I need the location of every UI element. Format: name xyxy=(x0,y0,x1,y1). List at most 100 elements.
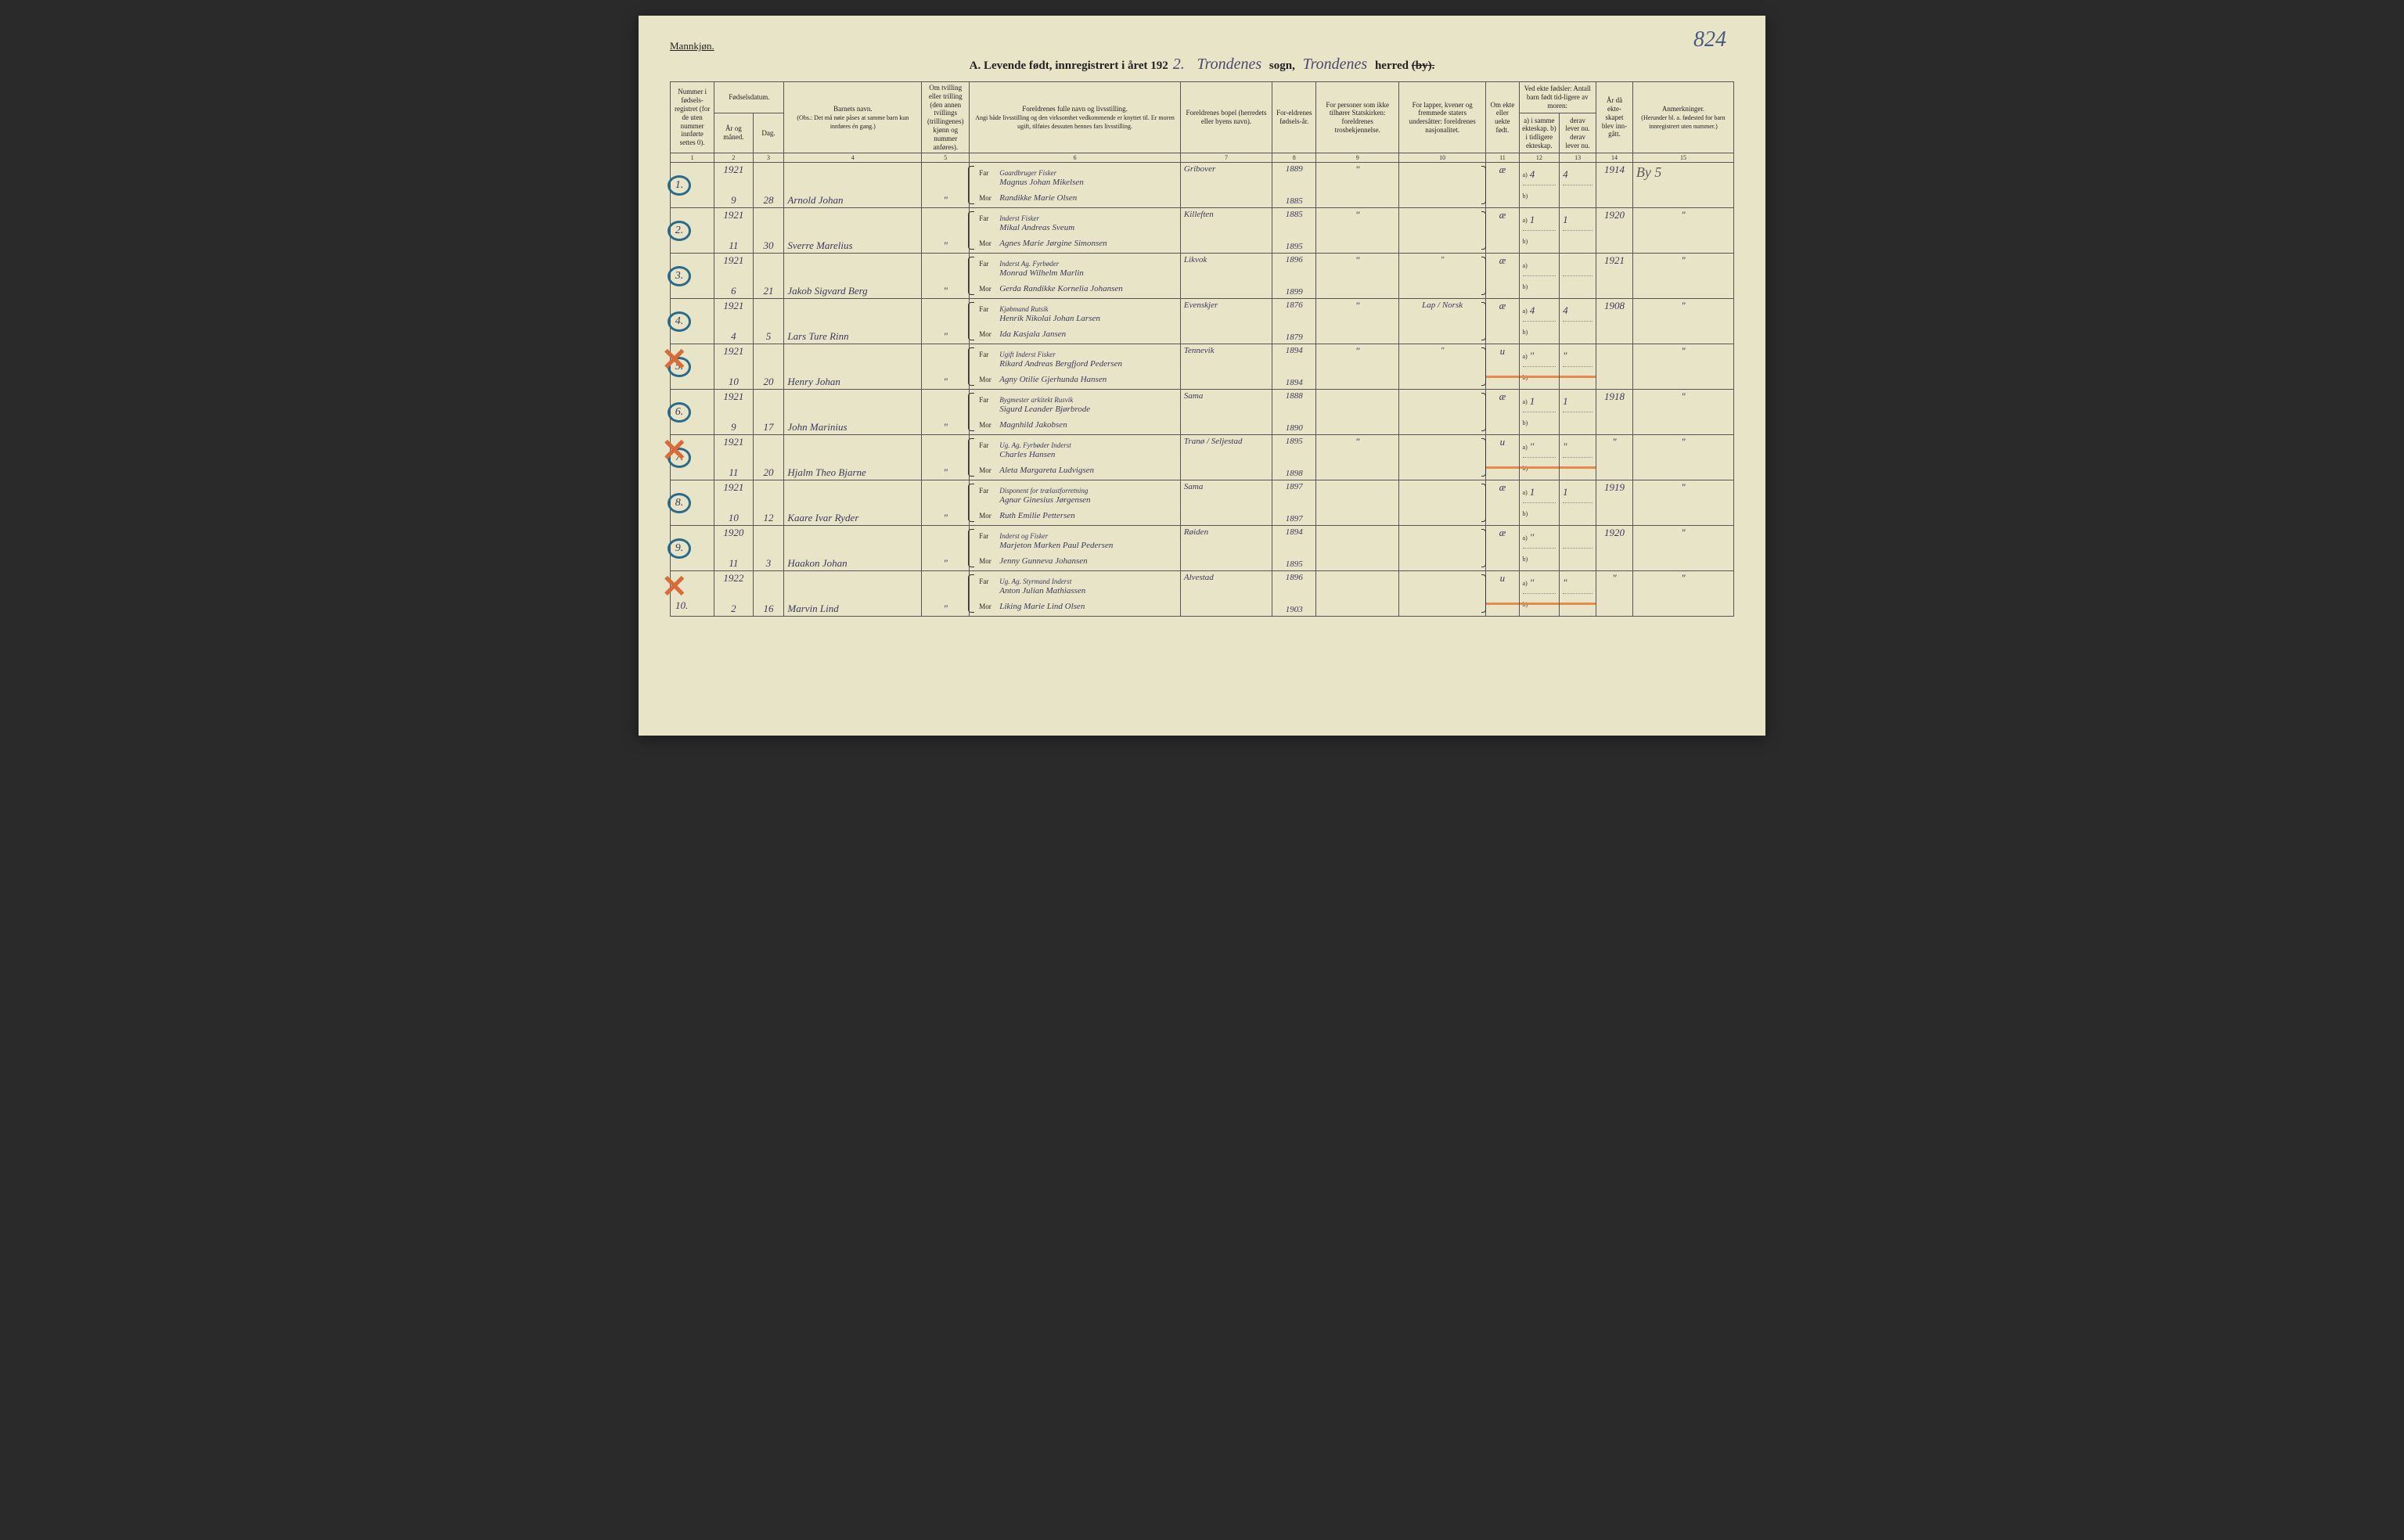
father-year: 1896 xyxy=(1286,573,1303,582)
cell-child-name: Marvin Lind xyxy=(784,571,922,617)
father-year: 1889 xyxy=(1286,164,1303,174)
brace-close-icon xyxy=(1481,484,1486,522)
cell-day: 17 xyxy=(753,390,784,435)
column-number: 1 xyxy=(671,153,714,163)
column-number: 9 xyxy=(1316,153,1399,163)
father-text: Inderst Ag. FyrbøderMonrad Wilhelm Marli… xyxy=(999,259,1084,278)
cell-prior-children-count: a)4 b) xyxy=(1519,299,1560,344)
cell-child-name: Hjalm Theo Bjarne xyxy=(784,435,922,480)
a-value: 4 xyxy=(1530,169,1535,180)
far-label: Far xyxy=(979,306,996,314)
cell-remarks: " xyxy=(1632,208,1733,254)
col-header-4-sub: (Obs.: Det må nøie påses at samme barn k… xyxy=(797,114,909,130)
cell-nationality xyxy=(1398,163,1485,208)
table-body: 1.1921928Arnold Johan" Far Gaardbruger F… xyxy=(671,163,1734,617)
a-value: " xyxy=(1530,351,1534,362)
cell-marriage-year: " xyxy=(1596,571,1633,617)
cell-prior-children-living: 4 xyxy=(1560,163,1596,208)
father-text: Bygmester arkitekt RusvikSigurd Leander … xyxy=(999,395,1090,414)
brace-close-icon xyxy=(1481,302,1486,340)
cell-parent-years: 1885 1895 xyxy=(1272,208,1316,254)
cell-nationality: " xyxy=(1398,344,1485,390)
cell-religion: " xyxy=(1316,344,1399,390)
cell-religion xyxy=(1316,390,1399,435)
a-living-value: " xyxy=(1563,441,1567,452)
birth-year: 1921 xyxy=(723,255,743,266)
cell-parents: Far Bygmester arkitekt RusvikSigurd Lean… xyxy=(970,390,1181,435)
mother-year: 1895 xyxy=(1286,242,1303,251)
father-text: Ugift Inderst FiskerRikard Andreas Bergf… xyxy=(999,350,1122,369)
cell-parents: Far Inderst Ag. FyrbøderMonrad Wilhelm M… xyxy=(970,254,1181,299)
a-label: a) xyxy=(1523,580,1528,587)
cell-day: 21 xyxy=(753,254,784,299)
entry-number: 9. xyxy=(668,538,691,559)
cell-parents: Far Inderst FiskerMikal Andreas Sveum Mo… xyxy=(970,208,1181,254)
mother-text: Ruth Emilie Pettersen xyxy=(999,511,1075,520)
birth-month: 11 xyxy=(729,240,738,251)
cell-twin: " xyxy=(922,390,970,435)
column-number: 13 xyxy=(1560,153,1596,163)
column-number: 12 xyxy=(1519,153,1560,163)
title-prefix: A. Levende født, innregistrert i året 19… xyxy=(970,59,1168,72)
cell-parents: Far Ug. Ag. Fyrbøder InderstCharles Hans… xyxy=(970,435,1181,480)
cell-register-number: 6. xyxy=(671,390,714,435)
a-living-value: " xyxy=(1563,578,1567,588)
cell-residence: Sama xyxy=(1180,480,1272,526)
brace-icon xyxy=(968,438,974,477)
cell-parents: Far Ugift Inderst FiskerRikard Andreas B… xyxy=(970,344,1181,390)
mother-text: Magnhild Jakobsen xyxy=(999,420,1067,430)
father-year: 1885 xyxy=(1286,210,1303,219)
legitimate-value: æ xyxy=(1499,527,1506,538)
cell-parents: Far Disponent for trælastforretningAgnar… xyxy=(970,480,1181,526)
legitimate-value: æ xyxy=(1499,209,1506,221)
cell-prior-children-living: 1 xyxy=(1560,208,1596,254)
cell-marriage-year: 1908 xyxy=(1596,299,1633,344)
a-label: a) xyxy=(1523,217,1528,224)
col-header-3: Dag. xyxy=(753,113,784,153)
cell-prior-children-living xyxy=(1560,526,1596,571)
cell-parents: Far Gaardbruger FiskerMagnus Johan Mikel… xyxy=(970,163,1181,208)
cell-legitimate: u xyxy=(1486,435,1519,480)
table-row: ✕5.19211020Henry Johan" Far Ugift Inders… xyxy=(671,344,1734,390)
entry-number: 8. xyxy=(668,493,691,513)
birth-year: 1921 xyxy=(723,164,743,175)
mother-year: 1895 xyxy=(1286,560,1303,569)
title-line: A. Levende født, innregistrert i året 19… xyxy=(670,56,1734,74)
cell-year-month: 192110 xyxy=(714,480,753,526)
far-label: Far xyxy=(979,170,996,178)
col-header-11: Om ekte eller uekte født. xyxy=(1486,82,1519,153)
cell-residence: Gribover xyxy=(1180,163,1272,208)
cell-register-number: 8. xyxy=(671,480,714,526)
cell-register-number: 2. xyxy=(671,208,714,254)
entry-number: 4. xyxy=(668,311,691,332)
cell-day: 16 xyxy=(753,571,784,617)
a-value: 4 xyxy=(1530,305,1535,316)
father-year: 1876 xyxy=(1286,300,1303,310)
mor-label: Mor xyxy=(979,513,996,520)
brace-icon xyxy=(968,529,974,567)
table-row: 9.1920113Haakon Johan" Far Inderst og Fi… xyxy=(671,526,1734,571)
cell-marriage-year: 1921 xyxy=(1596,254,1633,299)
cell-parents: Far Ug. Ag. Styrmand InderstAnton Julian… xyxy=(970,571,1181,617)
far-label: Far xyxy=(979,488,996,495)
cell-residence: Tennevik xyxy=(1180,344,1272,390)
col-header-2: År og måned. xyxy=(714,113,753,153)
mor-label: Mor xyxy=(979,603,996,611)
page-header: Mannkjøn. A. Levende født, innregistrert… xyxy=(670,39,1734,74)
brace-icon xyxy=(968,484,974,522)
cell-prior-children-living: " xyxy=(1560,435,1596,480)
cell-nationality xyxy=(1398,571,1485,617)
col-header-7: Foreldrenes bopel (herredets eller byens… xyxy=(1180,82,1272,153)
brace-icon xyxy=(968,211,974,250)
cell-residence: Sama xyxy=(1180,390,1272,435)
col-header-4: Barnets navn. (Obs.: Det må nøie påses a… xyxy=(784,82,922,153)
cell-remarks: " xyxy=(1632,435,1733,480)
cell-legitimate: æ xyxy=(1486,299,1519,344)
a-living-value: 4 xyxy=(1563,169,1568,180)
cell-twin: " xyxy=(922,299,970,344)
cell-year-month: 192111 xyxy=(714,435,753,480)
cell-remarks: " xyxy=(1632,571,1733,617)
cell-prior-children-count: a)" b) xyxy=(1519,344,1560,390)
legitimate-value: æ xyxy=(1499,254,1506,266)
birth-year: 1921 xyxy=(723,482,743,493)
